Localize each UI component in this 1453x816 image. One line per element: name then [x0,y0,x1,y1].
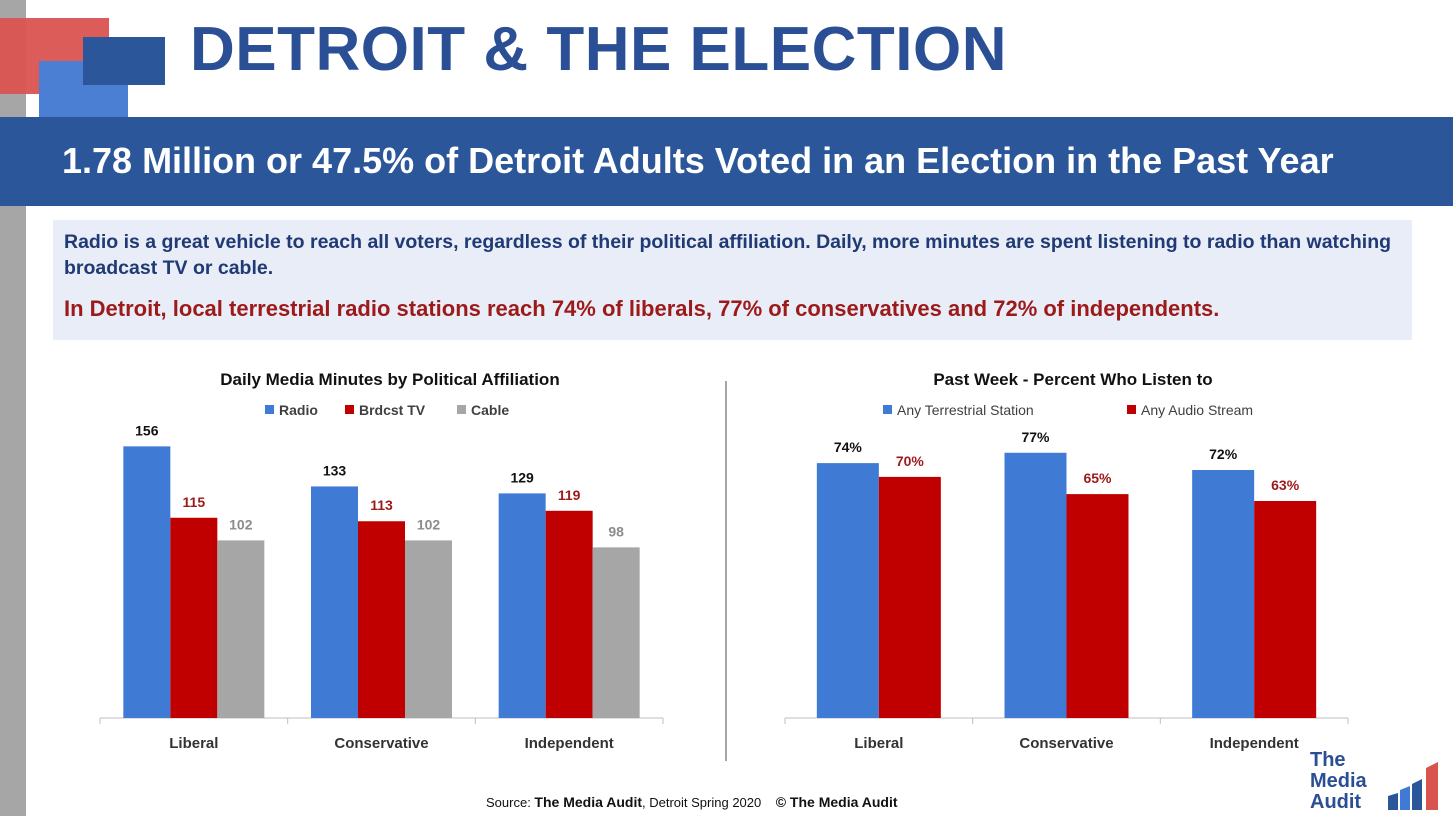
category-label: Conservative [1019,735,1113,752]
chart-title: Daily Media Minutes by Political Affilia… [220,370,559,389]
source-footer: Source: The Media Audit, Detroit Spring … [486,794,898,810]
info-highlight: In Detroit, local terrestrial radio stat… [64,296,1220,321]
category-label: Independent [525,735,614,752]
bar-cable [592,547,640,718]
decor-darkblue-square [83,37,165,85]
legend-label: Cable [471,402,509,418]
bar-any-terrestrial-station [1192,470,1255,718]
legend-label: Radio [279,402,318,418]
bar-any-audio-stream [1066,494,1129,718]
source-brand: The Media Audit [534,794,643,810]
logo-line-1: The [1310,749,1346,771]
logo-text: The Media Audit [1310,750,1367,813]
data-label: 102 [417,516,441,532]
source-rest: , Detroit Spring 2020 [642,795,762,810]
info-box: Radio is a great vehicle to reach all vo… [53,220,1412,340]
legend-label: Any Terrestrial Station [897,402,1034,418]
source-prefix: Source: [486,795,535,810]
legend-swatch [457,405,466,414]
copyright: © The Media Audit [775,794,898,810]
bar-radio [123,446,171,718]
legend-label: Brdcst TV [359,402,426,418]
bar-any-terrestrial-station [816,463,879,718]
category-label: Independent [1210,735,1299,752]
data-label: 129 [510,469,534,485]
data-label: 102 [229,516,253,532]
data-label: 77% [1021,429,1050,445]
headline-text: 1.78 Million or 47.5% of Detroit Adults … [62,140,1334,181]
legend-swatch [345,405,354,414]
data-label: 74% [834,439,863,455]
logo-line-3: Audit [1310,791,1362,813]
data-label: 65% [1083,470,1112,486]
media-minutes-chart: Daily Media Minutes by Political Affilia… [99,370,664,752]
bar-brdcst-tv [545,510,593,718]
bar-cable [405,540,452,718]
headline-banner: 1.78 Million or 47.5% of Detroit Adults … [0,117,1453,206]
data-label: 115 [183,494,206,510]
chart-divider [725,381,727,761]
data-label: 98 [608,523,624,539]
category-label: Conservative [334,735,428,752]
past-week-listen-chart: Past Week - Percent Who Listen to Any Ter… [784,370,1349,752]
logo-bars-icon [1388,762,1438,810]
data-label: 113 [370,497,393,513]
bar-radio [311,486,358,718]
chart-title: Past Week - Percent Who Listen to [933,370,1212,389]
bar-any-audio-stream [1254,501,1317,718]
bar-any-audio-stream [878,476,941,718]
legend-swatch [883,405,892,414]
data-label: 72% [1209,446,1238,462]
bar-cable [217,540,265,718]
category-label: Liberal [169,735,218,752]
legend-label: Any Audio Stream [1141,402,1253,418]
bar-brdcst-tv [170,517,218,718]
data-label: 156 [135,422,159,438]
data-label: 63% [1271,477,1300,493]
data-label: 133 [323,462,347,478]
bar-any-terrestrial-station [1004,452,1067,718]
legend-swatch [1127,405,1136,414]
logo-line-2: Media [1310,770,1367,792]
category-label: Liberal [854,735,903,752]
data-label: 119 [558,487,581,503]
media-audit-logo: The Media Audit [1310,750,1450,816]
info-paragraph: Radio is a great vehicle to reach all vo… [64,231,1392,279]
bar-brdcst-tv [358,521,405,718]
bar-radio [498,493,546,718]
page-title: DETROIT & THE ELECTION [190,15,1007,84]
data-label: 70% [896,453,925,469]
legend-swatch [265,405,274,414]
